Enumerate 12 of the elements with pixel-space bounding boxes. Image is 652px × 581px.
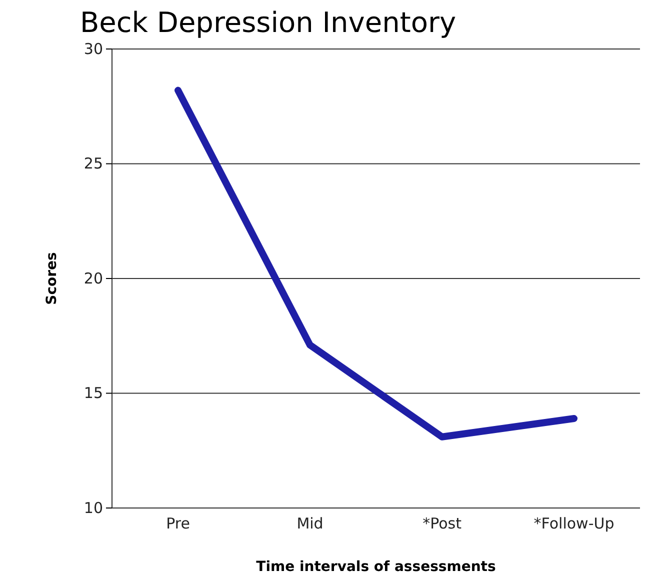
y-tick-label: 15 (84, 384, 103, 402)
chart-title: Beck Depression Inventory (80, 6, 456, 39)
y-tick-label: 20 (84, 269, 103, 288)
x-tick-label: Mid (296, 514, 324, 533)
x-axis-title: Time intervals of assessments (256, 559, 496, 575)
y-tick-label: 25 (84, 154, 103, 173)
y-axis-title: Scores (44, 252, 60, 305)
y-tick-label: 10 (84, 498, 103, 517)
x-tick-label: *Post (422, 514, 462, 533)
x-tick-label: Pre (166, 514, 190, 533)
y-tick-label: 30 (84, 40, 103, 58)
x-tick-label: *Follow-Up (534, 514, 614, 533)
